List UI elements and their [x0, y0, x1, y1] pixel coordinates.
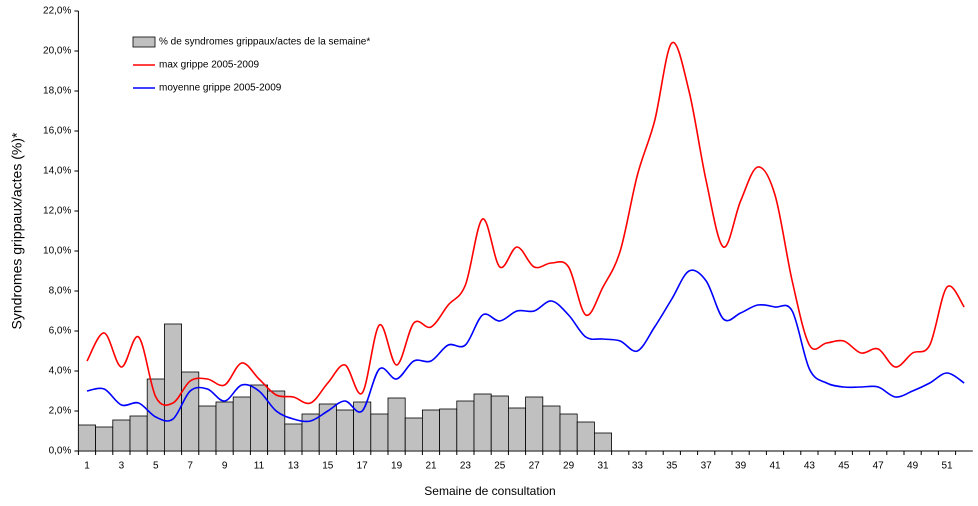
- bar: [490, 395, 509, 452]
- line: [86, 41, 965, 406]
- y-tick-label: 6,0%: [49, 326, 72, 337]
- y-tick-label: 12,0%: [43, 206, 71, 217]
- y-tick-label: 16,0%: [43, 126, 71, 137]
- y-tick-label: 0,0%: [49, 446, 72, 457]
- y-tick-label: 18,0%: [43, 86, 71, 97]
- bar: [163, 323, 182, 452]
- legend-label: % de syndromes grippaux/actes de la sema…: [159, 37, 370, 48]
- x-tick-label: 29: [563, 461, 575, 472]
- x-tick-label: 33: [632, 461, 644, 472]
- line: [86, 269, 965, 423]
- bar: [112, 419, 131, 452]
- bar: [95, 426, 114, 452]
- bar: [559, 413, 578, 452]
- x-tick-label: 47: [873, 461, 885, 472]
- bar: [387, 397, 406, 452]
- x-tick-label: 43: [804, 461, 816, 472]
- x-tick-label: 41: [769, 461, 781, 472]
- y-tick-label: 2,0%: [49, 406, 72, 417]
- x-tick-label: 51: [941, 461, 953, 472]
- y-axis-title: Syndromes grippaux/actes (%)*: [9, 132, 25, 329]
- x-tick-label: 5: [153, 461, 159, 472]
- bar: [525, 396, 544, 452]
- x-tick-label: 27: [529, 461, 541, 472]
- x-tick-label: 49: [907, 461, 919, 472]
- bar: [456, 400, 475, 452]
- y-tick-label: 8,0%: [49, 286, 72, 297]
- bar: [198, 405, 217, 452]
- x-tick-label: 35: [666, 461, 678, 472]
- y-tick-label: 14,0%: [43, 166, 71, 177]
- bar: [249, 384, 268, 452]
- x-tick-label: 31: [597, 461, 609, 472]
- legend-label: max grippe 2005-2009: [159, 60, 260, 71]
- x-tick-label: 1: [84, 461, 90, 472]
- bar: [473, 393, 492, 452]
- bar: [507, 407, 526, 452]
- x-tick-label: 7: [187, 461, 193, 472]
- bar: [232, 396, 251, 452]
- x-axis-title: Semaine de consultation: [424, 484, 555, 498]
- x-tick-label: 11: [254, 461, 265, 472]
- bar: [181, 371, 200, 452]
- bar: [215, 401, 234, 452]
- bar: [439, 408, 458, 452]
- x-tick-label: 23: [460, 461, 472, 472]
- legend-label: moyenne grippe 2005-2009: [159, 83, 282, 94]
- x-tick-label: 9: [222, 461, 228, 472]
- y-tick-label: 4,0%: [49, 366, 72, 377]
- y-tick-label: 22,0%: [43, 6, 71, 17]
- x-tick-label: 19: [391, 461, 403, 472]
- bar: [576, 421, 595, 452]
- x-tick-label: 21: [425, 461, 437, 472]
- x-tick-label: 39: [735, 461, 747, 472]
- x-tick-label: 17: [357, 461, 369, 472]
- bar: [284, 423, 303, 452]
- bar: [129, 415, 148, 452]
- bar: [78, 424, 97, 452]
- bar: [335, 409, 354, 452]
- bar: [421, 409, 440, 452]
- bar: [542, 405, 561, 452]
- bar: [146, 378, 165, 452]
- y-tick-label: 10,0%: [43, 246, 71, 257]
- x-tick-label: 15: [322, 461, 334, 472]
- bar: [594, 432, 613, 452]
- x-tick-label: 45: [838, 461, 850, 472]
- x-tick-label: 3: [119, 461, 125, 472]
- bar: [353, 401, 372, 452]
- bar: [370, 413, 389, 452]
- x-tick-label: 13: [288, 461, 300, 472]
- legend-swatch: [132, 36, 156, 48]
- y-tick-label: 20,0%: [43, 46, 71, 57]
- bar: [301, 413, 320, 452]
- bar: [267, 390, 286, 452]
- x-tick-label: 37: [701, 461, 713, 472]
- x-tick-label: 25: [494, 461, 506, 472]
- bar: [404, 417, 423, 452]
